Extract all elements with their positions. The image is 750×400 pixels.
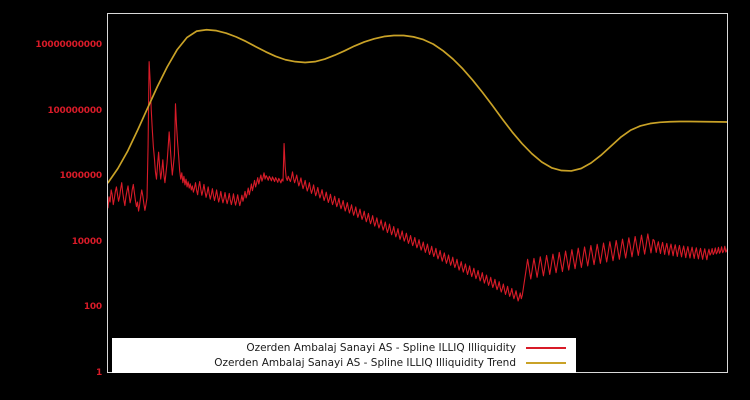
chart-canvas bbox=[108, 28, 727, 302]
y-tick-label: 100000000 bbox=[47, 105, 102, 116]
legend-swatch-trend bbox=[526, 362, 566, 364]
legend-label-trend: Ozerden Ambalaj Sanayi AS - Spline ILLIQ… bbox=[214, 356, 516, 369]
y-tick-label: 1 bbox=[95, 367, 102, 378]
legend-item-series: Ozerden Ambalaj Sanayi AS - Spline ILLIQ… bbox=[112, 341, 570, 356]
y-tick-label: 10000 bbox=[71, 236, 103, 247]
legend-swatch-series bbox=[526, 347, 566, 349]
y-tick-label: 10000000000 bbox=[35, 40, 102, 51]
legend-item-trend: Ozerden Ambalaj Sanayi AS - Spline ILLIQ… bbox=[112, 356, 570, 371]
plot-area bbox=[107, 13, 728, 373]
illiquidity-series-line bbox=[108, 61, 727, 302]
y-tick-label: 100 bbox=[83, 302, 102, 313]
legend-label-series: Ozerden Ambalaj Sanayi AS - Spline ILLIQ… bbox=[246, 341, 516, 354]
illiquidity-trend-line bbox=[108, 28, 727, 184]
chart-legend: Ozerden Ambalaj Sanayi AS - Spline ILLIQ… bbox=[112, 338, 576, 373]
y-tick-label: 1000000 bbox=[59, 171, 103, 182]
